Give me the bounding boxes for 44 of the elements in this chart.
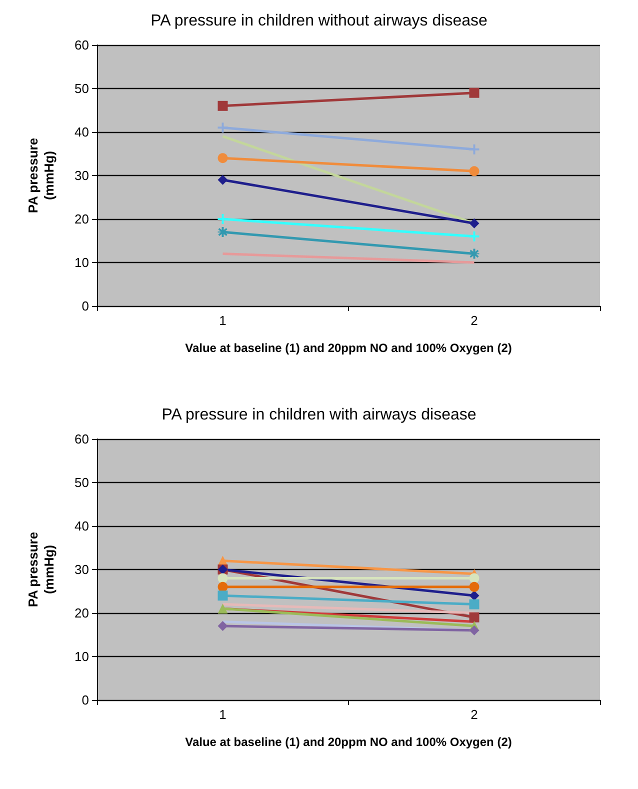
point [469, 88, 480, 98]
y-axis-title: PA pressure (mmHg) [26, 138, 56, 214]
y-tick-label: 20 [74, 606, 89, 620]
point [218, 174, 228, 185]
y-tick-label: 10 [74, 649, 89, 664]
chart-title: PA pressure in children with airways disease [162, 406, 476, 424]
point [469, 590, 480, 601]
point [218, 227, 228, 238]
point [218, 122, 228, 133]
point [218, 582, 228, 592]
y-tick-label: 60 [74, 38, 89, 52]
x-axis-title: Value at baseline (1) and 20ppm NO and 100% Oxygen (2) [185, 341, 512, 355]
point [218, 153, 228, 164]
point [469, 144, 480, 154]
y-tick-label: 50 [74, 475, 89, 490]
point [469, 231, 480, 242]
y-tick-label: 0 [82, 298, 89, 314]
y-tick-label: 0 [82, 692, 89, 708]
y-tick-label: 40 [74, 518, 89, 534]
y-axis-title: PA pressure (mmHg) [26, 532, 56, 608]
y-tick-label: 10 [74, 255, 89, 270]
y-tick-label: 40 [74, 124, 89, 140]
y-tick-label: 50 [74, 81, 89, 96]
x-tick-label: 2 [470, 707, 478, 722]
point [218, 573, 228, 584]
point [469, 166, 480, 176]
y-tick-label: 30 [74, 562, 89, 577]
point [218, 100, 228, 111]
chart-title: PA pressure in children without airways disease [150, 12, 488, 30]
point [469, 218, 480, 228]
point [218, 590, 228, 601]
y-tick-label: 60 [74, 432, 89, 446]
y-tick-label: 30 [74, 168, 89, 183]
x-tick-label: 1 [219, 313, 226, 328]
x-tick-label: 1 [219, 707, 226, 722]
y-tick-label: 20 [74, 212, 89, 226]
point [469, 612, 480, 622]
point [469, 599, 480, 610]
point [218, 214, 228, 224]
point [469, 248, 480, 259]
point [469, 582, 480, 592]
x-axis-title: Value at baseline (1) and 20ppm NO and 100% Oxygen (2) [185, 735, 512, 749]
x-tick-label: 2 [470, 313, 478, 328]
point [218, 621, 228, 632]
